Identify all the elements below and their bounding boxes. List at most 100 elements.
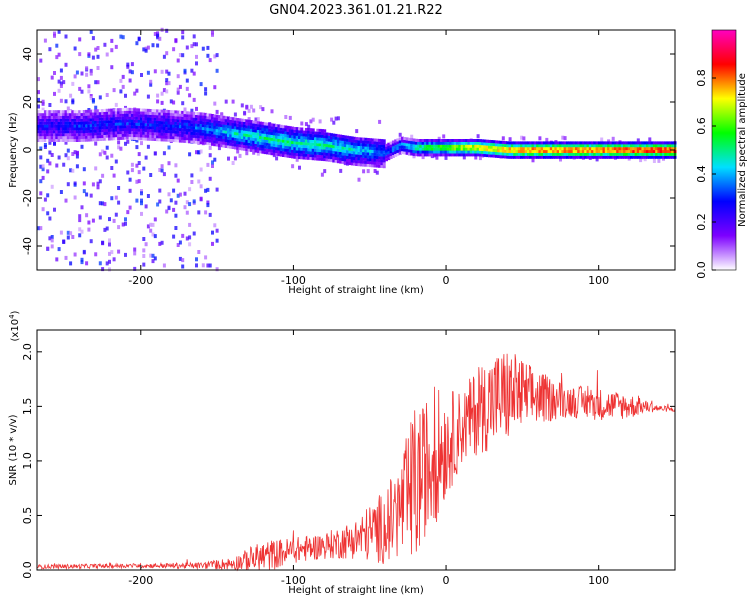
spectrogram-cell bbox=[64, 113, 68, 116]
spectrogram-cell bbox=[547, 150, 551, 153]
spectrogram-cell bbox=[53, 91, 56, 96]
spectrogram-cell bbox=[142, 47, 146, 52]
spectrogram-cell bbox=[291, 129, 295, 133]
spectrogram-cell bbox=[119, 122, 123, 126]
spectrogram-cell bbox=[659, 152, 663, 156]
spectrogram-cell bbox=[110, 65, 114, 70]
spectrogram-cell bbox=[428, 141, 432, 145]
spectrogram-cell bbox=[261, 107, 265, 112]
spectrogram-cell bbox=[167, 192, 171, 197]
spectrogram-cell bbox=[190, 108, 194, 113]
spectrogram-cell bbox=[336, 140, 340, 143]
spectrogram-cell bbox=[53, 139, 56, 142]
spectrogram-cell bbox=[240, 130, 244, 134]
spectrogram-cell bbox=[140, 201, 143, 206]
spectrogram-cell bbox=[536, 144, 540, 148]
spectrogram-cell bbox=[671, 152, 675, 156]
spectrogram-cell bbox=[556, 147, 560, 151]
spectrogram-cell bbox=[279, 147, 283, 151]
spectrogram-cell bbox=[256, 117, 260, 122]
spectrogram-cell bbox=[581, 147, 585, 151]
spectrogram-cell bbox=[268, 146, 272, 149]
spectrogram-cell bbox=[211, 32, 214, 37]
spectrogram-cell bbox=[302, 145, 306, 148]
spectrogram-cell bbox=[199, 82, 203, 87]
spectrogram-cell bbox=[46, 158, 50, 163]
spectrogram-cell bbox=[419, 147, 423, 151]
spectrogram-cell bbox=[318, 140, 322, 144]
spectrogram-cell bbox=[394, 151, 398, 154]
spectrogram-cell bbox=[510, 152, 514, 156]
spectrogram-cell bbox=[117, 108, 121, 112]
spectrogram-cell bbox=[69, 231, 73, 236]
spectrogram-cell bbox=[105, 114, 109, 118]
spectrogram-cell bbox=[559, 144, 562, 148]
spectrogram-cell bbox=[41, 124, 45, 128]
spectrogram-cell bbox=[101, 114, 105, 118]
spectrogram-cell bbox=[174, 139, 178, 143]
spectrogram-cell bbox=[197, 210, 201, 215]
spectrogram-cell bbox=[64, 255, 68, 260]
spectrogram-cell bbox=[611, 147, 615, 151]
spectrogram-cell bbox=[300, 133, 304, 137]
spectrogram-cell bbox=[222, 121, 226, 125]
spectrogram-cell bbox=[630, 141, 633, 145]
spectrogram-cell bbox=[355, 160, 359, 164]
spectrogram-cell bbox=[405, 146, 409, 149]
spectrogram-cell bbox=[277, 147, 281, 151]
spectrogram-cell bbox=[545, 144, 549, 148]
spectrogram-cell bbox=[119, 146, 123, 151]
spectrogram-cell bbox=[197, 141, 201, 144]
spectrogram-cell bbox=[316, 154, 320, 158]
spectrogram-cell bbox=[94, 112, 98, 116]
spectrogram-cell bbox=[227, 139, 230, 143]
spectrogram-cell bbox=[240, 138, 244, 142]
spectrogram-cell bbox=[98, 95, 102, 100]
spectrogram-cell bbox=[252, 150, 256, 155]
spectrogram-cell bbox=[630, 144, 633, 148]
spectrogram-cell bbox=[536, 155, 540, 159]
spectrogram-cell bbox=[126, 116, 130, 120]
spectrogram-cell bbox=[206, 203, 210, 208]
spectrogram-cell bbox=[636, 138, 640, 143]
spectrogram-cell bbox=[50, 184, 54, 189]
spectrogram-cell bbox=[231, 137, 235, 141]
spectrogram-cell bbox=[529, 155, 533, 159]
spectrogram-cell bbox=[430, 150, 434, 154]
spectrogram-cell bbox=[556, 155, 560, 159]
spectrogram-cell bbox=[417, 153, 421, 157]
spectrogram-cell bbox=[103, 42, 107, 47]
spectrogram-cell bbox=[130, 131, 134, 135]
spectrogram-cell bbox=[423, 139, 427, 142]
spectrogram-cell bbox=[659, 141, 663, 145]
spectrogram-cell bbox=[254, 132, 258, 136]
spectrogram-cell bbox=[101, 149, 105, 154]
spectrogram-cell bbox=[101, 132, 105, 136]
spectrogram-cell bbox=[204, 115, 208, 119]
spectrogram-cell bbox=[53, 33, 56, 38]
spectrogram-cell bbox=[114, 131, 118, 135]
spectrogram-cell bbox=[327, 135, 331, 139]
spectrogram-cell bbox=[655, 144, 659, 148]
spectrogram-cell bbox=[224, 130, 228, 134]
spectrogram-cell bbox=[128, 128, 132, 132]
spectrogram-cell bbox=[135, 108, 139, 112]
spectrogram-cell bbox=[192, 132, 196, 135]
spectrogram-cell bbox=[66, 235, 70, 240]
spectrogram-cell bbox=[446, 153, 450, 157]
spectrogram-cell bbox=[199, 149, 203, 154]
spectrogram-cell bbox=[435, 150, 439, 154]
spectrogram-cell bbox=[151, 232, 155, 237]
spectrogram-cell bbox=[151, 253, 155, 258]
spectrogram-cell bbox=[352, 145, 356, 149]
spectrogram-cell bbox=[435, 153, 439, 157]
spectrogram-cell bbox=[146, 111, 150, 115]
spectrogram-cell bbox=[190, 137, 194, 141]
spectrogram-cell bbox=[494, 154, 498, 158]
spectrogram-cell bbox=[185, 236, 189, 241]
spectrogram-cell bbox=[75, 124, 79, 128]
spectrogram-cell bbox=[524, 152, 528, 156]
colorbar-label: Normalized spectral amplitude bbox=[737, 73, 748, 227]
spectrogram-cell bbox=[69, 136, 73, 140]
spectrogram-cell bbox=[346, 155, 350, 159]
